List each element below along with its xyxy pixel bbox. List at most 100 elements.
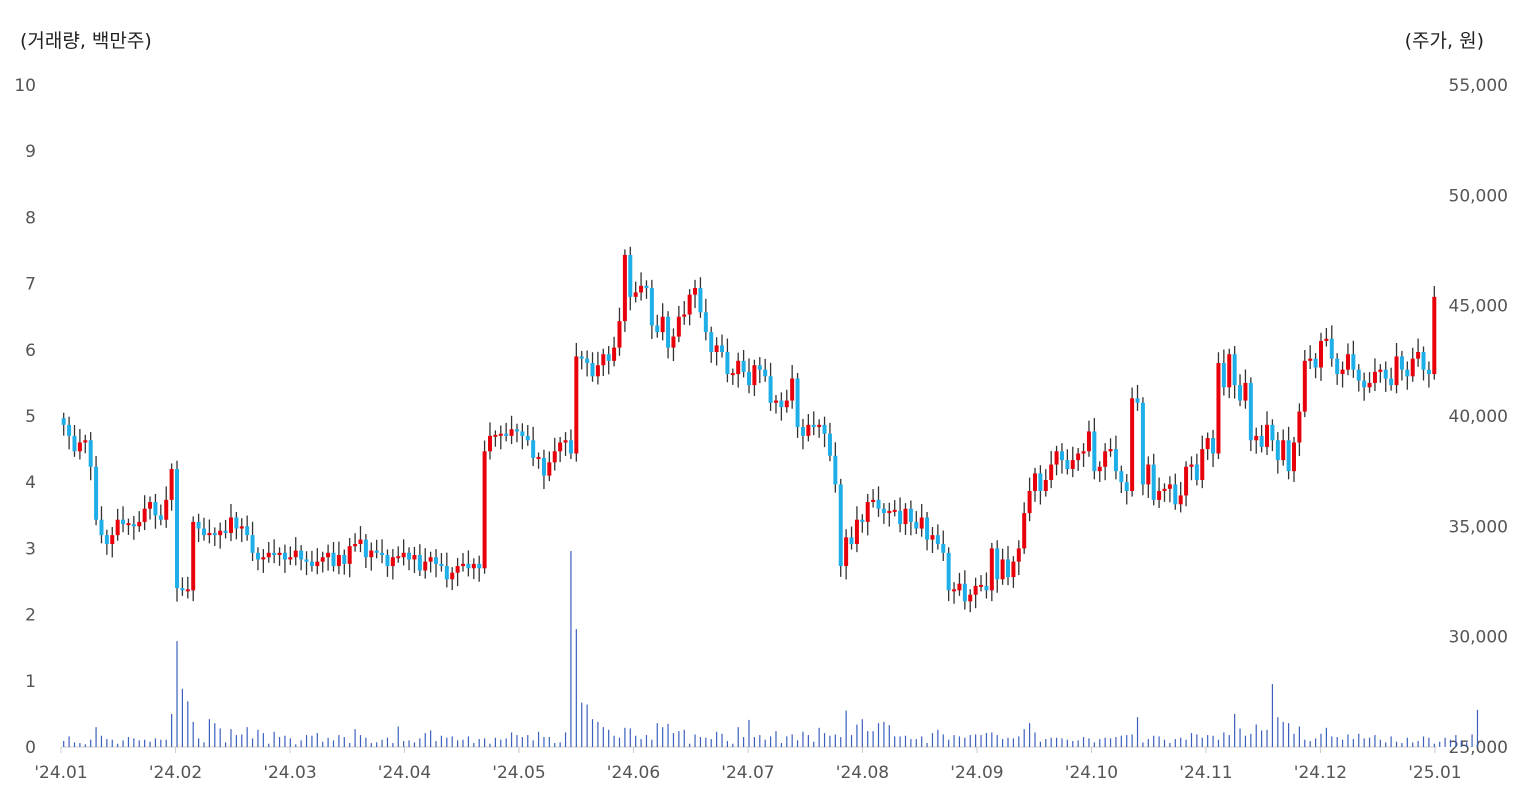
candle-down <box>374 550 379 553</box>
candle-down <box>282 552 287 560</box>
candle-up <box>1157 491 1162 500</box>
candle-up <box>1205 438 1210 450</box>
candle-down <box>579 356 584 359</box>
candle-down <box>1329 338 1334 359</box>
candle-down <box>180 588 185 591</box>
candle-up <box>574 356 579 454</box>
candle-down <box>946 552 951 591</box>
candle-down <box>175 468 180 589</box>
candle-up <box>1049 464 1054 480</box>
candle-up <box>277 552 282 556</box>
candle-up <box>633 292 638 297</box>
candle-up <box>671 336 676 348</box>
candle-down <box>1232 354 1237 386</box>
candle-down <box>1426 369 1431 375</box>
candle-down <box>1124 482 1129 492</box>
candle-down <box>1389 378 1394 386</box>
candle-down <box>568 440 573 454</box>
candle-down <box>417 555 422 571</box>
candle-up <box>1070 460 1075 469</box>
candle-down <box>385 555 390 567</box>
candle-down <box>1194 464 1199 480</box>
candle-up <box>595 365 600 377</box>
left-tick-label: 0 <box>25 738 36 758</box>
candle-down <box>1065 460 1070 469</box>
candle-up <box>1076 453 1081 461</box>
candle-down <box>1248 382 1253 441</box>
candle-up <box>1027 491 1032 514</box>
candle-up <box>1189 464 1194 467</box>
x-tick-label: '25.01 <box>1408 763 1461 783</box>
candle-up <box>1178 495 1183 505</box>
candle-up <box>817 424 822 428</box>
candle-up <box>973 585 978 595</box>
candle-up <box>660 316 665 333</box>
candle-up <box>1216 363 1221 454</box>
candle-down <box>822 424 827 434</box>
candle-up <box>288 557 293 560</box>
candle-up <box>412 555 417 560</box>
candle-down <box>709 332 714 353</box>
candle-up <box>1016 548 1021 562</box>
candle-down <box>121 519 126 525</box>
left-tick-label: 4 <box>25 473 36 493</box>
candle-up <box>1162 488 1167 492</box>
candle-down <box>72 435 77 452</box>
left-tick-label: 10 <box>14 76 36 96</box>
candle-down <box>250 535 255 553</box>
candle-up <box>336 555 341 567</box>
candle-up <box>1022 513 1027 549</box>
candle-up <box>887 510 892 514</box>
candle-up <box>930 535 935 540</box>
candle-up <box>169 468 174 500</box>
candle-down <box>61 418 66 425</box>
candle-down <box>514 429 519 432</box>
candle-down <box>962 583 967 602</box>
right-tick-label: 35,000 <box>1449 517 1508 537</box>
candle-up <box>979 584 984 587</box>
candle-down <box>525 435 530 441</box>
candle-down <box>309 561 314 567</box>
candle-down <box>131 524 136 527</box>
candle-down <box>342 555 347 564</box>
candle-up <box>423 561 428 571</box>
candle-down <box>1173 484 1178 505</box>
candle-up <box>315 561 320 567</box>
candle-up <box>347 546 352 564</box>
candle-down <box>1356 369 1361 381</box>
candle-up <box>396 556 401 559</box>
candle-up <box>455 566 460 573</box>
x-tick-label: '24.06 <box>607 763 660 783</box>
left-tick-label: 9 <box>25 142 36 162</box>
candle-up <box>353 543 358 547</box>
left-tick-label: 5 <box>25 407 36 427</box>
right-tick-label: 30,000 <box>1449 628 1508 648</box>
candle-down <box>876 499 881 509</box>
candle-up <box>487 435 492 452</box>
candle-down <box>1038 473 1043 492</box>
left-tick-label: 6 <box>25 341 36 361</box>
candle-up <box>1043 479 1048 492</box>
x-tick-label: '24.02 <box>149 763 202 783</box>
candle-down <box>741 360 746 372</box>
right-axis-unit-label: (주가, 원) <box>1404 30 1484 52</box>
left-axis-unit-label: (거래량, 백만주) <box>20 30 152 52</box>
candle-down <box>590 363 595 377</box>
candle-up <box>1281 440 1286 461</box>
candle-up <box>844 537 849 567</box>
candle-up <box>1378 369 1383 372</box>
candle-down <box>725 352 730 375</box>
candle-down <box>827 433 832 456</box>
candle-down <box>255 552 260 560</box>
candle-down <box>304 559 309 562</box>
left-tick-label: 7 <box>25 275 36 295</box>
x-tick-label: '24.04 <box>378 763 431 783</box>
candle-down <box>1135 398 1140 403</box>
candle-up <box>498 433 503 436</box>
candle-down <box>795 378 800 428</box>
candle-up <box>903 508 908 525</box>
candle-up <box>563 440 568 443</box>
candle-down <box>1351 354 1356 370</box>
candle-down <box>434 557 439 564</box>
candle-up <box>1254 435 1259 441</box>
